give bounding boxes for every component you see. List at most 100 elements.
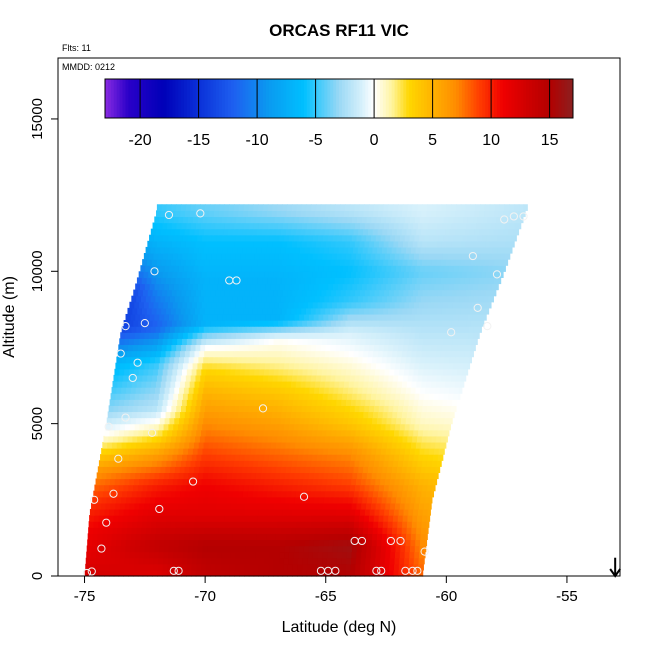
heatmap-cell xyxy=(367,326,374,333)
heatmap-cell xyxy=(413,399,419,406)
heatmap-cell xyxy=(402,210,408,218)
heatmap-cell xyxy=(455,210,461,218)
heatmap-cell xyxy=(125,313,131,321)
heatmap-cell xyxy=(242,441,248,449)
heatmap-cell xyxy=(192,502,198,510)
heatmap-cell xyxy=(259,271,265,278)
heatmap-cell xyxy=(188,265,195,272)
heatmap-cell xyxy=(306,515,312,522)
heatmap-cell xyxy=(261,246,267,254)
heatmap-cell xyxy=(468,313,474,321)
heatmap-cell xyxy=(150,496,156,504)
heatmap-cell xyxy=(202,551,208,559)
heatmap-cell xyxy=(139,448,146,455)
heatmap-cell xyxy=(179,228,186,236)
heatmap-cell xyxy=(213,490,220,498)
heatmap-cell xyxy=(259,301,266,309)
heatmap-cell xyxy=(367,246,373,254)
heatmap-cell xyxy=(371,539,378,547)
heatmap-cell xyxy=(309,533,315,541)
heatmap-cell xyxy=(468,283,474,291)
heatmap-cell xyxy=(408,454,415,461)
heatmap-cell xyxy=(166,307,172,315)
heatmap-cell xyxy=(249,429,255,437)
heatmap-cell xyxy=(334,411,340,419)
heatmap-cell xyxy=(102,490,109,498)
heatmap-cell xyxy=(230,399,236,406)
heatmap-cell xyxy=(264,332,271,339)
heatmap-cell xyxy=(380,478,386,486)
heatmap-cell xyxy=(464,210,471,218)
heatmap-cell xyxy=(406,466,412,473)
heatmap-cell xyxy=(217,356,224,364)
heatmap-cell xyxy=(379,429,385,437)
heatmap-cell xyxy=(248,204,254,211)
heatmap-cell xyxy=(329,210,336,218)
heatmap-cell xyxy=(279,551,285,559)
heatmap-cell xyxy=(302,563,308,571)
colorbar-cell xyxy=(286,79,290,118)
heatmap-cell xyxy=(392,521,398,528)
heatmap-cell xyxy=(427,222,433,230)
heatmap-cell xyxy=(310,490,316,498)
heatmap-cell xyxy=(276,326,282,333)
heatmap-cell xyxy=(163,253,169,260)
heatmap-cell xyxy=(279,362,285,370)
heatmap-cell xyxy=(331,399,337,406)
heatmap-cell xyxy=(202,332,208,339)
heatmap-cell xyxy=(326,222,332,230)
heatmap-cell xyxy=(421,435,428,443)
heatmap-cell xyxy=(121,533,127,541)
heatmap-cell xyxy=(341,271,347,278)
heatmap-cell xyxy=(165,350,171,358)
heatmap-cell xyxy=(187,423,194,431)
heatmap-cell xyxy=(226,448,233,455)
heatmap-cell xyxy=(409,502,415,510)
heatmap-cell xyxy=(312,399,318,406)
heatmap-cell xyxy=(374,569,380,577)
colorbar: -20 -15 -10 -5 0 5 10 15 xyxy=(104,78,574,149)
heatmap-cell xyxy=(427,204,433,211)
heatmap-cell xyxy=(143,454,149,461)
heatmap-cell xyxy=(425,246,431,254)
heatmap-cell xyxy=(178,216,184,224)
heatmap-cell xyxy=(382,350,389,358)
heatmap-cell xyxy=(346,454,352,461)
heatmap-cell xyxy=(114,508,120,516)
heatmap-cell xyxy=(178,265,185,272)
heatmap-cell xyxy=(173,448,179,455)
heatmap-cell xyxy=(388,344,394,352)
heatmap-cell xyxy=(234,563,241,571)
heatmap-cell xyxy=(430,246,436,254)
heatmap-cell xyxy=(324,466,330,473)
heatmap-cell xyxy=(309,326,316,333)
heatmap-cell xyxy=(207,472,214,480)
heatmap-cell xyxy=(409,234,415,242)
heatmap-cell xyxy=(384,478,391,486)
heatmap-cell xyxy=(246,417,253,425)
heatmap-cell xyxy=(192,545,199,553)
heatmap-cell xyxy=(193,496,199,504)
heatmap-cell xyxy=(388,240,394,248)
heatmap-cell xyxy=(299,539,305,547)
heatmap-cell xyxy=(387,228,393,236)
heatmap-cell xyxy=(443,362,449,370)
heatmap-cell xyxy=(201,338,207,346)
heatmap-cell xyxy=(260,545,266,553)
heatmap-cell xyxy=(409,362,416,370)
heatmap-cell xyxy=(239,271,246,278)
heatmap-cell xyxy=(332,448,339,455)
heatmap-cell xyxy=(333,539,339,547)
heatmap-cell xyxy=(389,454,395,461)
heatmap-cell xyxy=(109,399,116,406)
heatmap-cell xyxy=(434,387,441,394)
heatmap-cell xyxy=(320,490,326,498)
heatmap-cell xyxy=(418,253,425,260)
heatmap-cell xyxy=(215,222,221,230)
heatmap-cell xyxy=(483,246,489,254)
heatmap-cell xyxy=(167,271,174,278)
heatmap-cell xyxy=(302,429,308,437)
heatmap-cell xyxy=(110,393,116,400)
heatmap-cell xyxy=(180,350,186,358)
heatmap-cell xyxy=(465,344,472,352)
